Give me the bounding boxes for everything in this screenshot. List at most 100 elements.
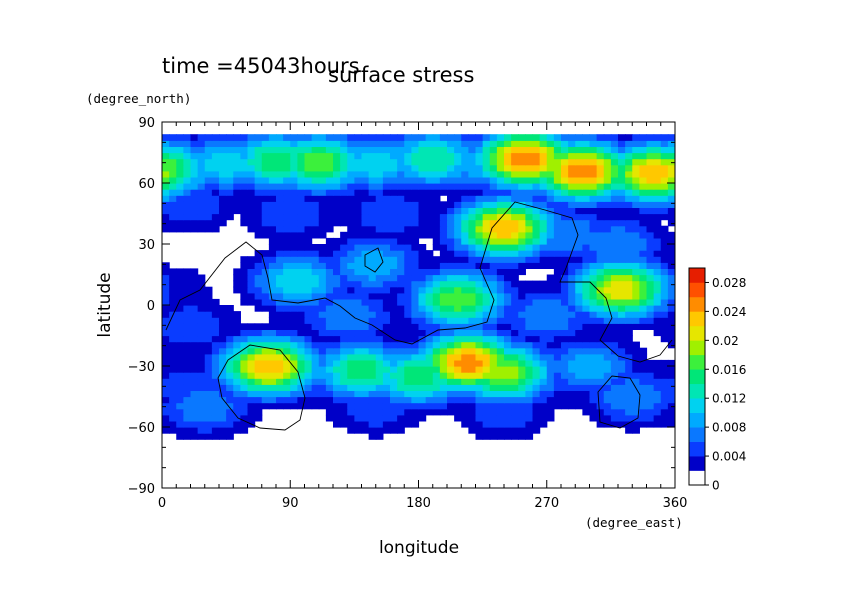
field-cell <box>461 372 469 379</box>
field-cell <box>347 244 355 251</box>
field-cell <box>211 195 220 202</box>
field-cell <box>461 359 469 367</box>
field-cell <box>432 256 441 263</box>
field-cell <box>489 170 498 178</box>
field-cell <box>625 231 633 239</box>
field-cell <box>226 134 234 141</box>
field-cell <box>475 353 484 361</box>
field-cell <box>197 158 206 166</box>
field-cell <box>375 201 384 208</box>
field-cell <box>610 237 619 245</box>
field-cell <box>361 274 370 282</box>
field-cell <box>311 305 320 312</box>
colorbar-frame <box>688 267 706 486</box>
field-cell <box>539 195 548 202</box>
field-cell <box>304 146 313 154</box>
field-cell <box>340 280 348 288</box>
field-cell <box>532 305 541 312</box>
field-cell <box>632 420 640 428</box>
field-cell <box>582 237 591 245</box>
field-cell <box>639 195 648 202</box>
field-cell <box>197 219 206 227</box>
field-cell <box>375 402 384 410</box>
field-cell <box>254 195 263 202</box>
field-cell <box>297 311 306 318</box>
field-cell <box>254 292 263 300</box>
field-cell <box>311 225 320 233</box>
field-cell <box>667 408 675 416</box>
field-cell <box>197 408 206 416</box>
field-cell <box>660 189 669 196</box>
field-cell <box>447 323 455 330</box>
field-cell <box>354 329 363 337</box>
field-cell <box>610 164 619 172</box>
field-cell <box>596 420 605 428</box>
field-cell <box>318 201 327 208</box>
field-cell <box>176 420 184 428</box>
field-cell <box>197 402 206 410</box>
field-cell <box>240 286 249 294</box>
field-cell <box>382 390 391 398</box>
field-cell <box>518 189 526 196</box>
field-cell <box>603 207 612 215</box>
time-label: time =45043hours <box>162 54 360 78</box>
field-cell <box>454 152 462 160</box>
field-cell <box>418 372 427 379</box>
field-cell <box>610 201 619 208</box>
field-cell <box>197 341 206 349</box>
field-cell <box>169 341 177 349</box>
field-cell <box>468 402 477 410</box>
field-cell <box>468 158 477 166</box>
field-cell <box>190 176 199 184</box>
field-cell <box>283 213 291 221</box>
field-cell <box>375 311 384 318</box>
field-cell <box>632 219 640 227</box>
field-cell <box>404 134 412 141</box>
field-cell <box>197 414 206 422</box>
field-cell <box>261 152 270 160</box>
field-cell <box>553 317 562 324</box>
field-cell <box>354 195 363 202</box>
field-cell <box>632 134 640 141</box>
field-cell <box>482 250 491 257</box>
field-cell <box>653 311 662 318</box>
field-cell <box>618 140 626 147</box>
field-cell <box>447 347 455 355</box>
field-cell <box>553 347 562 355</box>
field-cell <box>219 317 227 324</box>
field-cell <box>504 170 512 178</box>
field-cell <box>582 256 591 263</box>
field-cell <box>276 311 284 318</box>
field-cell <box>425 323 434 330</box>
field-cell <box>646 390 655 398</box>
field-cell <box>276 317 284 324</box>
field-cell <box>432 341 441 349</box>
field-cell <box>532 280 541 288</box>
field-cell <box>354 292 363 300</box>
field-cell <box>667 207 675 215</box>
field-cell <box>375 414 384 422</box>
field-cell <box>283 250 291 257</box>
field-cell <box>418 311 427 318</box>
field-cell <box>247 378 256 385</box>
field-cell <box>589 237 598 245</box>
field-cell <box>646 366 655 373</box>
field-cell <box>233 176 241 184</box>
field-cell <box>546 201 555 208</box>
field-cell <box>211 323 220 330</box>
field-cell <box>361 134 370 141</box>
field-cell <box>511 152 519 160</box>
field-cell <box>532 237 541 245</box>
field-cell <box>290 250 298 257</box>
field-cell <box>183 414 192 422</box>
field-cell <box>404 231 412 239</box>
field-cell <box>169 207 177 215</box>
field-cell <box>204 134 213 141</box>
field-cell <box>211 213 220 221</box>
field-cell <box>361 170 370 178</box>
field-cell <box>169 225 177 233</box>
field-cell <box>518 268 526 276</box>
field-cell <box>390 323 398 330</box>
field-cell <box>268 225 277 233</box>
field-cell <box>297 244 306 251</box>
